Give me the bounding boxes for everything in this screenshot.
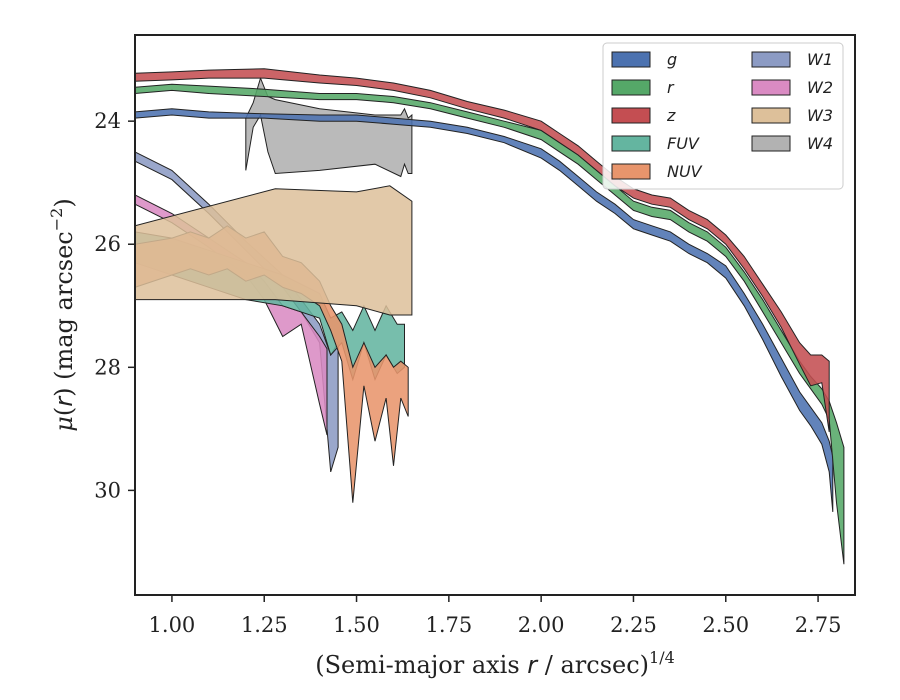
x-tick-label: 2.00 (518, 613, 565, 637)
x-tick-label: 2.25 (610, 613, 657, 637)
legend-label-z: z (666, 106, 676, 125)
y-axis-label: μ(r) (mag arcsec−2) (47, 198, 78, 431)
x-axis-label: (Semi-major axis r / arcsec)1/4 (315, 648, 675, 679)
band-w4 (245, 76, 413, 178)
legend: grz FUV NUV W1 W2 W3 W4 (602, 42, 844, 190)
band-g (135, 108, 834, 512)
x-tick-label: 2.75 (795, 613, 842, 637)
y-tick-label: 30 (94, 478, 121, 502)
legend-label-w1: W1 (807, 50, 833, 69)
x-tick-label: 2.50 (702, 613, 749, 637)
x-axis: 1.00 1.25 1.50 1.75 2.00 2.25 2.50 2.75 (149, 595, 842, 637)
y-tick-label: 24 (94, 109, 121, 133)
legend-swatch-w4 (751, 135, 791, 152)
plot-frame (134, 34, 856, 596)
y-axis: 24 26 28 30 (94, 109, 135, 502)
legend-swatch-w2 (751, 79, 791, 96)
legend-swatch-r (611, 79, 651, 96)
legend-label-nuv: NUV (667, 162, 703, 181)
x-tick-label: 1.25 (241, 613, 288, 637)
y-tick-label: 28 (94, 355, 121, 379)
band-z (135, 68, 830, 432)
legend-label-w2: W2 (807, 78, 833, 97)
legend-swatch-g (611, 51, 651, 68)
legend-swatch-w3 (751, 107, 791, 124)
legend-label-w4: W4 (807, 134, 833, 153)
band-w3 (135, 185, 413, 316)
legend-swatch-nuv (611, 163, 651, 180)
x-tick-label: 1.50 (333, 613, 380, 637)
legend-swatch-w1 (751, 51, 791, 68)
legend-swatch-z (611, 107, 651, 124)
legend-label-w3: W3 (807, 106, 833, 125)
legend-label-g: g (667, 50, 677, 69)
bands-layer (135, 68, 845, 565)
legend-swatch-fuv (611, 135, 651, 152)
legend-label-r: r (667, 78, 675, 97)
x-tick-label: 1.75 (425, 613, 472, 637)
legend-label-fuv: FUV (667, 134, 700, 153)
y-tick-label: 26 (94, 232, 121, 256)
x-tick-label: 1.00 (149, 613, 196, 637)
